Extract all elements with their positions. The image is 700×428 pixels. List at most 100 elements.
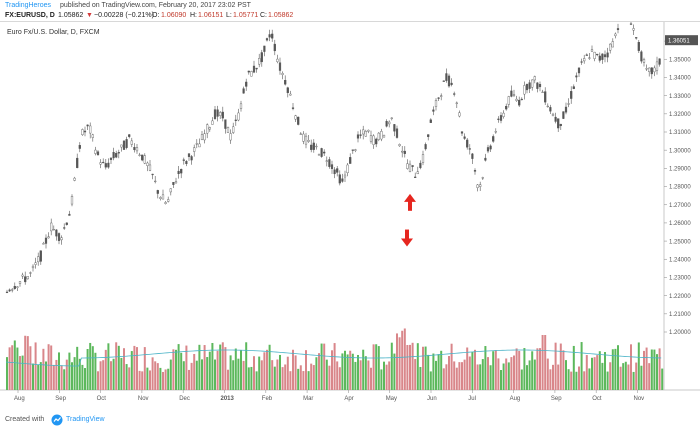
candle-body xyxy=(226,126,230,133)
candle-body xyxy=(434,99,438,107)
volume-bar xyxy=(445,364,448,390)
volume-bar xyxy=(289,371,292,390)
volume-bar xyxy=(476,364,479,390)
volume-bar xyxy=(661,368,664,390)
volume-bar xyxy=(463,359,466,390)
volume-bar xyxy=(37,365,40,390)
candle-body xyxy=(328,159,331,167)
volume-bar xyxy=(359,360,362,390)
volume-bar xyxy=(237,358,240,390)
volume-bar xyxy=(271,360,274,390)
candle-body xyxy=(468,148,471,150)
candle-body xyxy=(510,90,513,97)
volume-bar xyxy=(507,362,510,390)
candle-body xyxy=(528,82,531,89)
candle-body xyxy=(39,250,42,262)
volume-bar xyxy=(159,367,162,390)
candle-body xyxy=(567,103,570,105)
volume-bar xyxy=(279,354,281,390)
candle-body xyxy=(609,43,612,51)
price-chart[interactable]: Euro Fx/U.S. Dollar, D, FXCM1.360001.350… xyxy=(0,22,700,412)
candle-body xyxy=(406,163,409,169)
low-label: L: xyxy=(226,12,232,19)
candle-body xyxy=(432,109,435,112)
volume-bar xyxy=(351,353,354,390)
volume-bar xyxy=(55,359,58,390)
candle-body xyxy=(185,161,188,165)
candle-body xyxy=(546,105,549,108)
candle-body xyxy=(120,144,123,148)
volume-bar xyxy=(377,346,380,390)
candle-body xyxy=(180,168,183,174)
candle-body xyxy=(289,93,292,96)
volume-bar xyxy=(94,352,97,390)
volume-bar xyxy=(645,347,648,390)
tradingview-logo-icon xyxy=(51,414,63,426)
candle-body xyxy=(135,147,139,152)
volume-bar xyxy=(354,361,357,390)
volume-bar xyxy=(128,367,131,390)
candle-body xyxy=(637,41,640,51)
volume-bar xyxy=(622,363,625,390)
chart-area[interactable]: Euro Fx/U.S. Dollar, D, FXCM1.360001.350… xyxy=(0,21,700,412)
candle-body xyxy=(151,173,154,176)
close-value: 1.05862 xyxy=(268,12,294,19)
candle-body xyxy=(362,129,365,135)
candle-body xyxy=(408,163,412,172)
volume-bar xyxy=(536,348,539,390)
volume-bar xyxy=(455,367,458,390)
candle-body xyxy=(364,130,367,137)
volume-bar xyxy=(606,371,609,390)
tradingview-link[interactable]: TradingView xyxy=(66,416,105,423)
candle-body xyxy=(463,136,466,139)
x-tick-label: Aug xyxy=(14,396,25,402)
volume-bar xyxy=(11,345,14,390)
candle-body xyxy=(213,109,217,119)
candle-body xyxy=(284,80,287,85)
candle-body xyxy=(497,118,500,120)
volume-bar xyxy=(411,342,414,390)
candle-body xyxy=(273,43,276,52)
volume-bar xyxy=(593,357,596,390)
x-tick-label: Aug xyxy=(510,396,521,402)
volume-bar xyxy=(8,347,11,390)
candle-body xyxy=(414,176,417,178)
volume-bar xyxy=(338,367,341,390)
candle-body xyxy=(122,140,126,150)
candle-body xyxy=(211,120,214,125)
candle-body xyxy=(577,67,581,74)
x-tick-label: Jul xyxy=(468,396,476,402)
volume-bar xyxy=(526,365,528,390)
volume-bar xyxy=(47,344,50,390)
volume-bar xyxy=(120,357,123,390)
volume-bar xyxy=(632,371,635,390)
candle-body xyxy=(645,68,648,70)
candle-body xyxy=(133,147,136,151)
candle-body xyxy=(484,157,487,161)
volume-bar xyxy=(185,345,188,390)
candle-body xyxy=(125,139,128,148)
candle-body xyxy=(580,61,583,63)
candle-body xyxy=(559,123,562,127)
candle-body xyxy=(658,58,661,65)
y-tick-label: 1.23000 xyxy=(669,276,691,282)
author-link[interactable]: TradingHeroes xyxy=(5,2,52,9)
volume-bar xyxy=(448,356,450,390)
candle-body xyxy=(323,151,326,154)
candle-body xyxy=(642,59,646,63)
volume-bar xyxy=(528,360,531,390)
candle-body xyxy=(650,67,653,75)
change-value: −0.00228 (−0.21%) xyxy=(94,12,154,19)
volume-bar xyxy=(208,351,211,390)
candle-body xyxy=(351,149,354,151)
candle-body xyxy=(375,138,378,145)
volume-bar xyxy=(390,342,393,390)
candle-body xyxy=(653,67,656,73)
candle-body xyxy=(278,62,282,71)
candle-body xyxy=(203,133,206,141)
volume-bar xyxy=(211,342,214,390)
candle-body xyxy=(107,162,110,168)
candle-body xyxy=(21,274,24,277)
candle-body xyxy=(453,93,456,95)
candle-body xyxy=(515,98,518,101)
